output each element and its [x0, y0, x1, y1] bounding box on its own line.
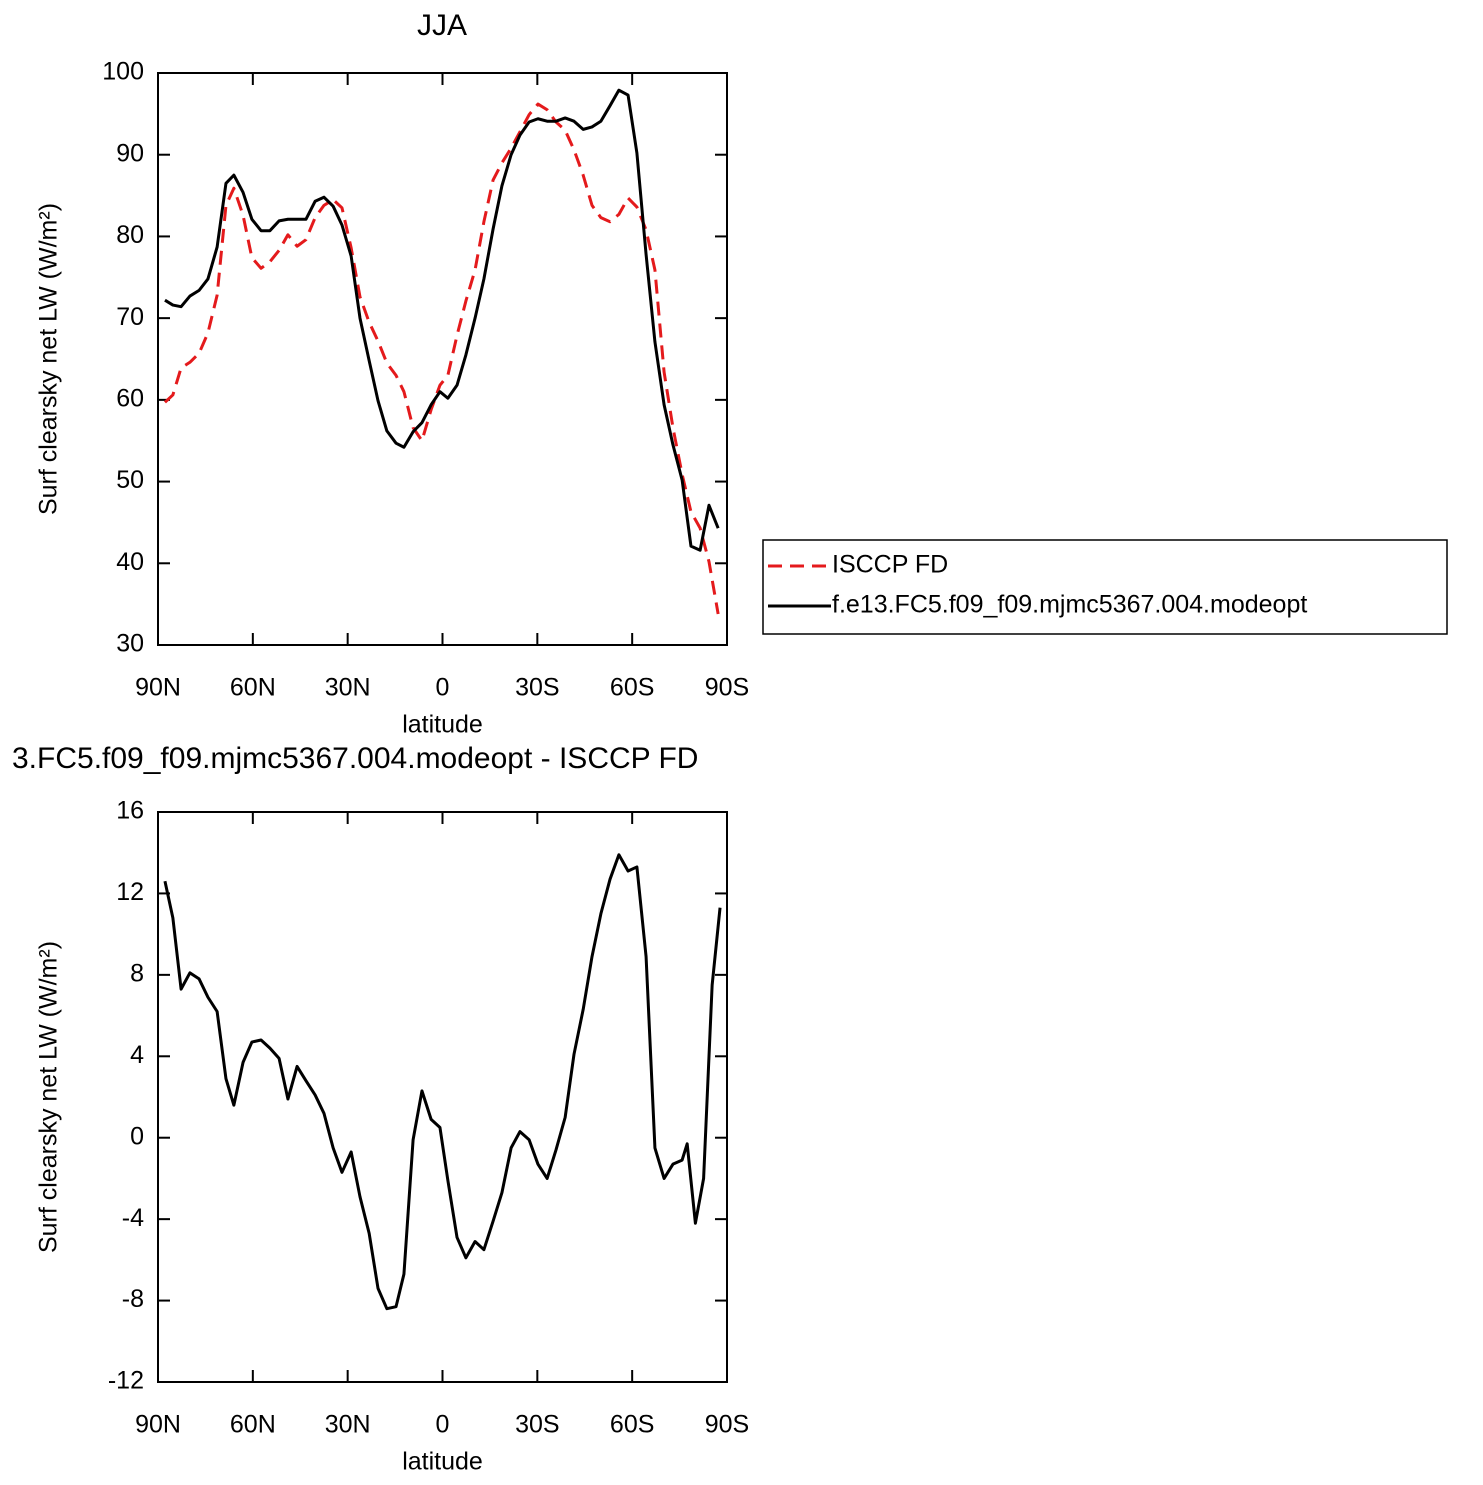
y-tick-label: 30	[116, 630, 144, 658]
legend-label: f.e13.FC5.f09_f09.mjmc5367.004.modeopt	[832, 591, 1307, 619]
x-tick-label: 90S	[705, 674, 749, 702]
chart-title: 3.FC5.f09_f09.mjmc5367.004.modeopt - ISC…	[12, 742, 698, 775]
x-tick-label: 30N	[325, 1411, 371, 1439]
y-tick-label: 100	[102, 58, 144, 86]
x-tick-label: 30S	[515, 1411, 559, 1439]
y-tick-label: 40	[116, 548, 144, 576]
x-tick-label: 90N	[135, 1411, 181, 1439]
x-axis-label: latitude	[402, 1448, 483, 1476]
chart-title: JJA	[417, 9, 467, 42]
y-tick-label: -4	[122, 1204, 144, 1232]
y-tick-label: 4	[130, 1041, 144, 1069]
x-tick-label: 30S	[515, 674, 559, 702]
y-tick-label: 16	[116, 797, 144, 825]
x-axis-label: latitude	[402, 711, 483, 739]
x-tick-label: 30N	[325, 674, 371, 702]
data-line	[163, 102, 720, 615]
x-tick-label: 0	[436, 674, 450, 702]
data-line	[163, 853, 722, 1311]
legend-label: ISCCP FD	[832, 551, 948, 579]
plot-frame	[157, 811, 728, 1383]
y-axis-label: Surf clearsky net LW (W/m²)	[35, 941, 63, 1253]
y-tick-label: 50	[116, 466, 144, 494]
x-tick-label: 90S	[705, 1411, 749, 1439]
data-line	[164, 88, 720, 552]
y-axis-label: Surf clearsky net LW (W/m²)	[35, 203, 63, 515]
y-tick-label: 12	[116, 878, 144, 906]
y-tick-label: -8	[122, 1285, 144, 1313]
x-tick-label: 60N	[230, 1411, 276, 1439]
x-tick-label: 0	[436, 1411, 450, 1439]
x-tick-label: 60S	[610, 674, 654, 702]
y-tick-label: 80	[116, 221, 144, 249]
y-tick-label: 8	[130, 959, 144, 987]
plot-frame	[157, 72, 728, 646]
x-tick-label: 60S	[610, 1411, 654, 1439]
y-tick-label: 70	[116, 303, 144, 331]
y-tick-label: 60	[116, 384, 144, 412]
legend-box	[762, 539, 1448, 635]
x-tick-label: 60N	[230, 674, 276, 702]
x-tick-label: 90N	[135, 674, 181, 702]
y-tick-label: -12	[108, 1367, 144, 1395]
y-tick-label: 90	[116, 139, 144, 167]
y-tick-label: 0	[130, 1122, 144, 1150]
